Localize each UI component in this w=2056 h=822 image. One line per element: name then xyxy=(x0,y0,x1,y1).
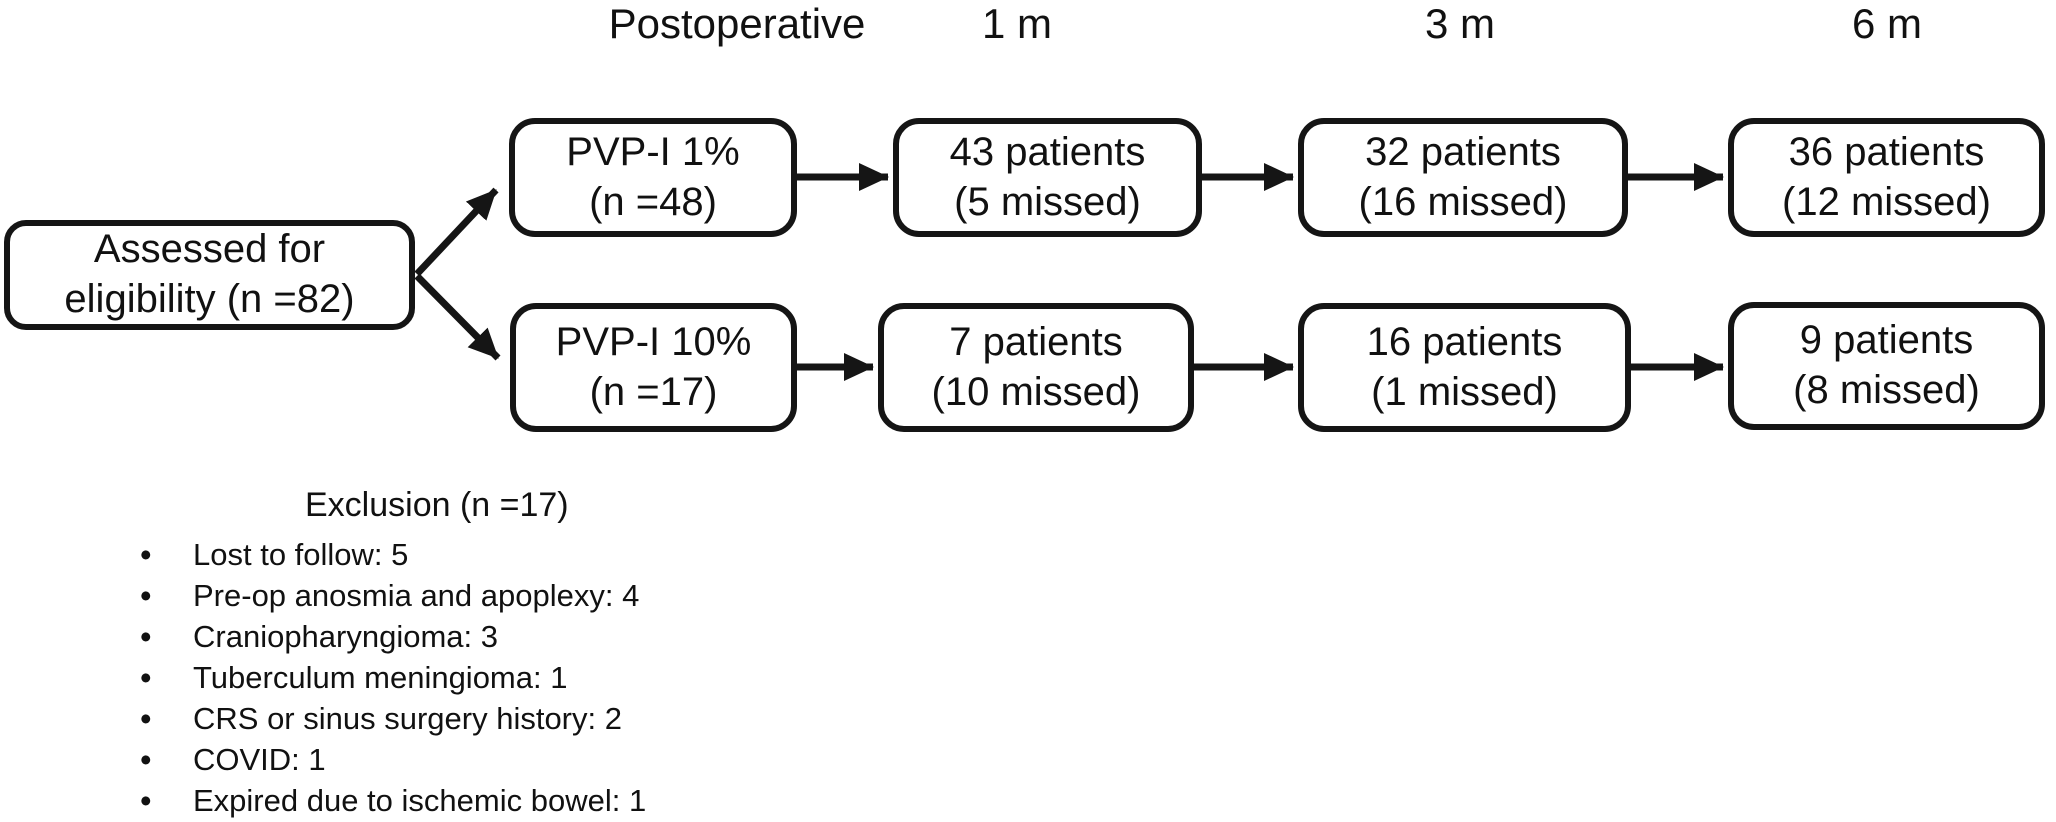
pvp1-group-line1: PVP-I 1% xyxy=(566,129,740,174)
pvp10-1m-line2: (10 missed) xyxy=(931,369,1141,414)
exclusion-item: COVID: 1 xyxy=(140,739,646,780)
timeline-label-1m: 1 m xyxy=(981,0,1053,47)
pvp10-3m-line1: 16 patients xyxy=(1366,319,1563,364)
exclusion-item: Tuberculum meningioma: 1 xyxy=(140,657,646,698)
exclusion-item: CRS or sinus surgery history: 2 xyxy=(140,698,646,739)
pvp1-3m-line1: 32 patients xyxy=(1365,129,1561,174)
pvp10-group-line2: (n =17) xyxy=(589,369,718,414)
pvp10-1m-box: 7 patients (10 missed) xyxy=(878,303,1194,432)
arrow-branch-down xyxy=(414,273,501,361)
pvp10-3m-line2: (1 missed) xyxy=(1371,369,1558,414)
timeline-label-postoperative: Postoperative xyxy=(608,0,866,47)
pvp1-1m-line1: 43 patients xyxy=(949,129,1146,174)
exclusion-title: Exclusion (n =17) xyxy=(305,486,569,524)
pvp1-6m-line2: (12 missed) xyxy=(1782,179,1991,224)
pvp1-6m-box: 36 patients (12 missed) xyxy=(1728,118,2045,237)
pvp1-1m-box: 43 patients (5 missed) xyxy=(893,118,1202,237)
pvp10-6m-box: 9 patients (8 missed) xyxy=(1728,302,2045,430)
timeline-label-6m: 6 m xyxy=(1851,0,1923,47)
pvp1-3m-box: 32 patients (16 missed) xyxy=(1298,118,1628,237)
arrow-branch-up xyxy=(414,187,499,277)
exclusion-item: Pre-op anosmia and apoplexy: 4 xyxy=(140,575,646,616)
assessed-line1: Assessed for xyxy=(93,227,326,272)
exclusion-list: Lost to follow: 5 Pre-op anosmia and apo… xyxy=(140,534,646,821)
pvp1-3m-line2: (16 missed) xyxy=(1358,179,1568,224)
pvp10-3m-box: 16 patients (1 missed) xyxy=(1298,303,1631,432)
pvp10-6m-line2: (8 missed) xyxy=(1793,368,1980,412)
pvp1-group-line2: (n =48) xyxy=(589,179,717,224)
exclusion-item: Expired due to ischemic bowel: 1 xyxy=(140,780,646,821)
assessed-eligibility-box: Assessed for eligibility (n =82) xyxy=(4,220,415,330)
pvp10-1m-line1: 7 patients xyxy=(949,319,1123,364)
pvp1-group-box: PVP-I 1% (n =48) xyxy=(509,118,797,237)
exclusion-item: Lost to follow: 5 xyxy=(140,534,646,575)
pvp10-group-box: PVP-I 10% (n =17) xyxy=(510,303,797,432)
timeline-label-3m: 3 m xyxy=(1424,0,1496,47)
pvp1-6m-line1: 36 patients xyxy=(1788,129,1985,174)
pvp10-group-line1: PVP-I 10% xyxy=(555,319,752,364)
pvp1-1m-line2: (5 missed) xyxy=(954,179,1141,224)
pvp10-6m-line1: 9 patients xyxy=(1799,318,1974,363)
assessed-line2: eligibility (n =82) xyxy=(64,277,355,321)
exclusion-item: Craniopharyngioma: 3 xyxy=(140,616,646,657)
